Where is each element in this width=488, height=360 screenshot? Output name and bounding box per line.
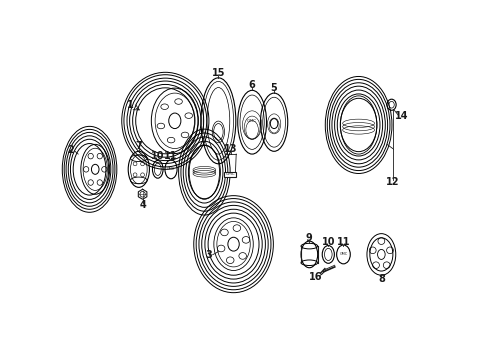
FancyBboxPatch shape <box>224 172 235 177</box>
Text: 5: 5 <box>270 83 277 93</box>
Text: 10: 10 <box>151 151 164 161</box>
Text: 13: 13 <box>224 144 237 154</box>
Text: 11: 11 <box>164 151 178 161</box>
Text: GMC: GMC <box>225 172 234 176</box>
Text: GMC: GMC <box>246 119 257 123</box>
Text: 6: 6 <box>248 80 255 90</box>
Text: 15: 15 <box>211 68 224 78</box>
Text: GMC: GMC <box>166 167 175 171</box>
Text: 9: 9 <box>305 233 312 243</box>
Text: GMC: GMC <box>339 252 347 256</box>
Text: 4: 4 <box>139 201 146 210</box>
Text: 8: 8 <box>377 274 384 284</box>
Text: 7: 7 <box>135 141 142 151</box>
Text: 2: 2 <box>67 145 74 155</box>
Text: 10: 10 <box>321 237 334 247</box>
Text: 1: 1 <box>126 100 133 110</box>
Text: 12: 12 <box>385 177 399 187</box>
Text: 14: 14 <box>394 111 407 121</box>
Text: 16: 16 <box>308 271 322 282</box>
Text: 11: 11 <box>336 237 349 247</box>
Text: 3: 3 <box>205 250 212 260</box>
